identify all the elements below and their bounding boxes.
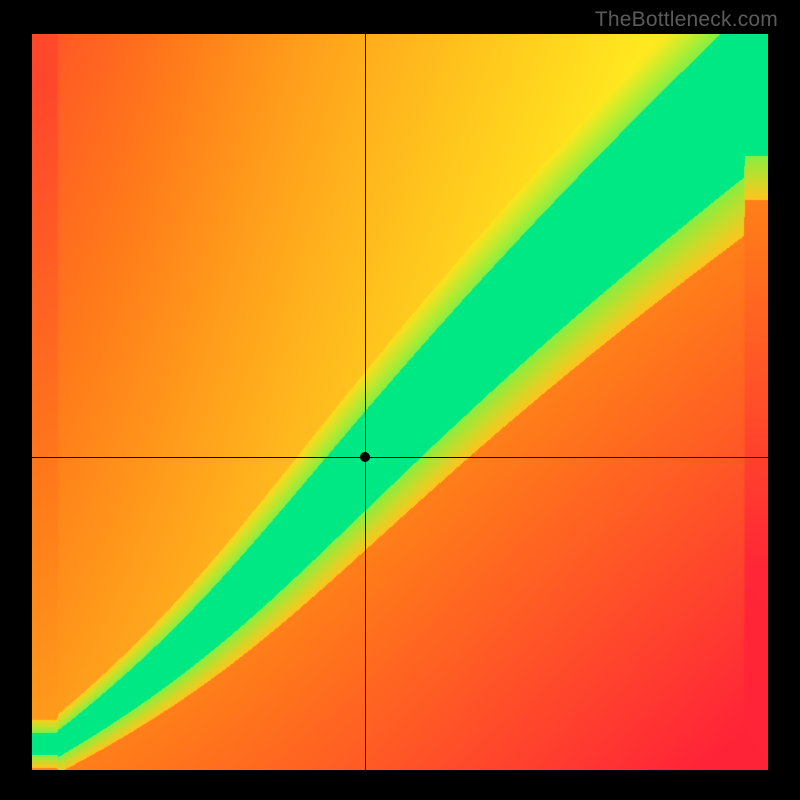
crosshair-horizontal [32, 457, 768, 458]
heatmap-canvas [32, 34, 768, 770]
crosshair-vertical [365, 34, 366, 770]
marker-dot [360, 452, 370, 462]
watermark-text: TheBottleneck.com [595, 8, 778, 32]
plot-area [32, 34, 768, 770]
chart-container: TheBottleneck.com [0, 0, 800, 800]
